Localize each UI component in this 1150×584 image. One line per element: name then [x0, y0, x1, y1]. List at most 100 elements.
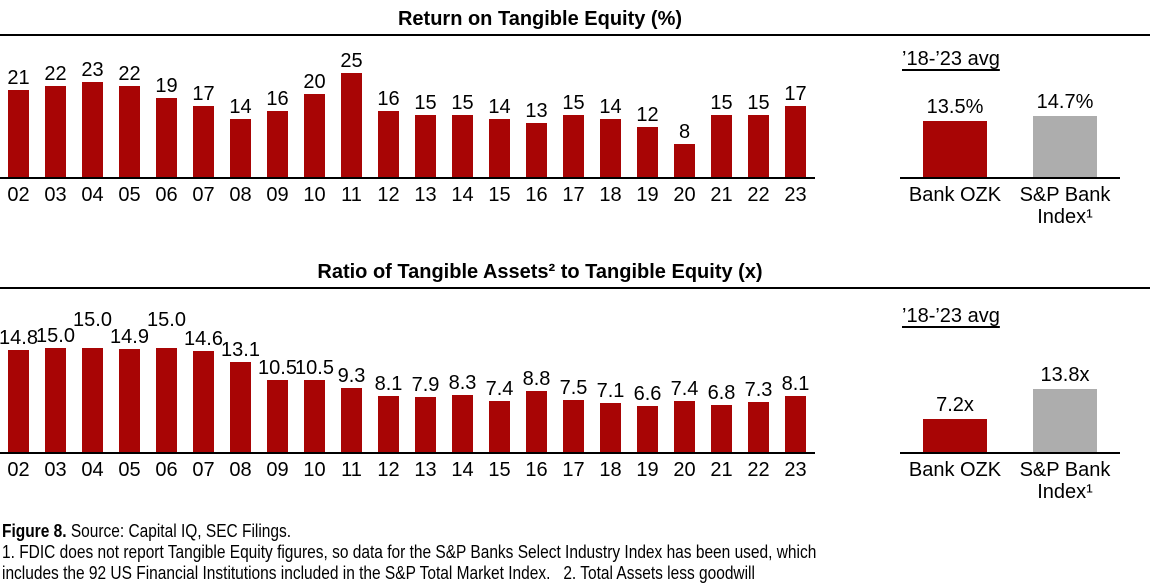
bar-value-label: 17 [192, 83, 215, 105]
bar [267, 111, 288, 177]
bar-value-label: 14 [229, 96, 252, 118]
avg-bar [923, 419, 987, 452]
bar-value-label: 15 [747, 92, 770, 114]
x-axis-label: 11 [341, 459, 362, 481]
footer-notes: Figure 8. Source: Capital IQ, SEC Filing… [0, 521, 1150, 584]
x-axis-label: 04 [81, 184, 104, 206]
bar-value-label: 14.8 [0, 327, 38, 349]
bar-column: 15 [740, 93, 777, 177]
x-axis-label: 23 [784, 184, 807, 206]
bar-value-label: 13.1 [221, 339, 260, 361]
bar-column: 7.1 [592, 381, 629, 452]
bar [526, 123, 547, 177]
bar-value-label: 17 [784, 83, 807, 105]
bar-value-label: 12 [636, 104, 659, 126]
bar-column: 16 [370, 89, 407, 177]
bar-value-label: 7.4 [485, 378, 514, 400]
bar-value-label: 7.3 [744, 379, 773, 401]
avg-bar-column: 13.5% [900, 96, 1010, 177]
bar [785, 396, 806, 452]
bar-column: 8.8 [518, 369, 555, 452]
bar [674, 144, 695, 177]
bar-column: 7.5 [555, 378, 592, 452]
bar [637, 406, 658, 452]
bar-column: 6.8 [703, 383, 740, 452]
rote-chart-row: 21 22 23 22 19 17 14 16 20 25 16 15 15 14 13 15 14 12 8 15 1… [0, 38, 1150, 228]
x-axis-label: 15 [488, 184, 511, 206]
bar-value-label: 15.0 [147, 309, 186, 331]
bar-value-label: 6.8 [707, 382, 736, 404]
bar [711, 405, 732, 452]
bar-value-label: 20 [303, 71, 326, 93]
bar-column: 15 [444, 93, 481, 177]
bar-value-label: 10.5 [295, 357, 334, 379]
bar-value-label: 14.9 [110, 326, 149, 348]
x-axis-label: 17 [562, 184, 585, 206]
leverage-x-axis: 02 03 04 05 06 07 08 09 10 11 12 13 14 15 16 17 18 19 20 21… [0, 454, 815, 483]
bar-value-label: 8.1 [781, 373, 810, 395]
bar [82, 348, 103, 452]
x-axis-label: 16 [525, 459, 548, 481]
bar [156, 348, 177, 452]
x-axis-label: 18 [599, 459, 622, 481]
bar-column: 10.5 [258, 358, 297, 452]
footnote-line-1: 1. FDIC does not report Tangible Equity … [2, 542, 817, 562]
bar [489, 401, 510, 452]
x-axis-label: 21 [710, 184, 733, 206]
bar-column: 15 [555, 93, 592, 177]
x-axis-label: 14 [451, 459, 474, 481]
x-axis-label: 12 [377, 459, 400, 481]
bar-value-label: 14.6 [184, 328, 223, 350]
x-axis-label: 13 [414, 184, 437, 206]
bar-value-label: 13 [525, 100, 548, 122]
bar-value-label: 9.3 [337, 365, 366, 387]
x-axis-label: 06 [155, 184, 178, 206]
bar-column: 21 [0, 68, 37, 177]
bar-column: 22 [111, 64, 148, 177]
bar-column: 14.6 [184, 328, 223, 452]
bar-column: 15 [407, 93, 444, 177]
bar-column: 17 [185, 84, 222, 177]
bar-column: 14 [481, 97, 518, 177]
bar-column: 6.6 [629, 384, 666, 452]
bar-column: 14 [222, 97, 259, 177]
avg-bar-label: S&P Bank Index¹ [1019, 184, 1111, 228]
rote-chart-section: Return on Tangible Equity (%) 21 22 23 22 19… [0, 0, 1150, 228]
avg-bar-value: 7.2x [936, 394, 974, 416]
footnote-line-2: includes the 92 US Financial Institution… [2, 563, 755, 583]
x-axis-label: 19 [636, 184, 659, 206]
source-text: Source: Capital IQ, SEC Filings. [66, 521, 292, 541]
bar [193, 106, 214, 177]
bar-column: 19 [148, 76, 185, 177]
bar-value-label: 25 [340, 50, 363, 72]
x-axis-label: 20 [673, 184, 696, 206]
bar [600, 119, 621, 177]
bar [563, 400, 584, 452]
bar [378, 111, 399, 177]
bar-column: 9.3 [333, 366, 370, 452]
avg-bar-value: 13.5% [926, 96, 984, 118]
rote-chart-title: Return on Tangible Equity (%) [397, 8, 683, 30]
bar [785, 106, 806, 177]
x-axis-label: 02 [7, 184, 30, 206]
bar-value-label: 15 [710, 92, 733, 114]
avg-bar-column: 7.2x [900, 394, 1010, 452]
x-axis-label: 15 [488, 459, 511, 481]
x-axis-label: 09 [266, 184, 289, 206]
x-axis-label: 19 [636, 459, 659, 481]
avg-bar-label: S&P Bank Index¹ [1019, 459, 1111, 503]
x-axis-label: 16 [525, 184, 548, 206]
leverage-bars-area: 14.8 15.0 15.0 14.9 15.0 14.6 13.1 10.5 10.5 9.3 8… [0, 291, 815, 454]
bar-column: 15.0 [36, 326, 75, 452]
x-axis-label: 10 [303, 459, 326, 481]
figure-source-line: Figure 8. Source: Capital IQ, SEC Filing… [2, 521, 989, 542]
bar-value-label: 15.0 [73, 309, 112, 331]
bar-column: 8 [666, 122, 703, 177]
bar [304, 380, 325, 452]
leverage-avg-heading: ’18-’23 avg [902, 305, 1000, 327]
avg-bar [1033, 389, 1097, 452]
bar-column: 15 [703, 93, 740, 177]
bar [341, 73, 362, 177]
bar-value-label: 22 [44, 63, 67, 85]
